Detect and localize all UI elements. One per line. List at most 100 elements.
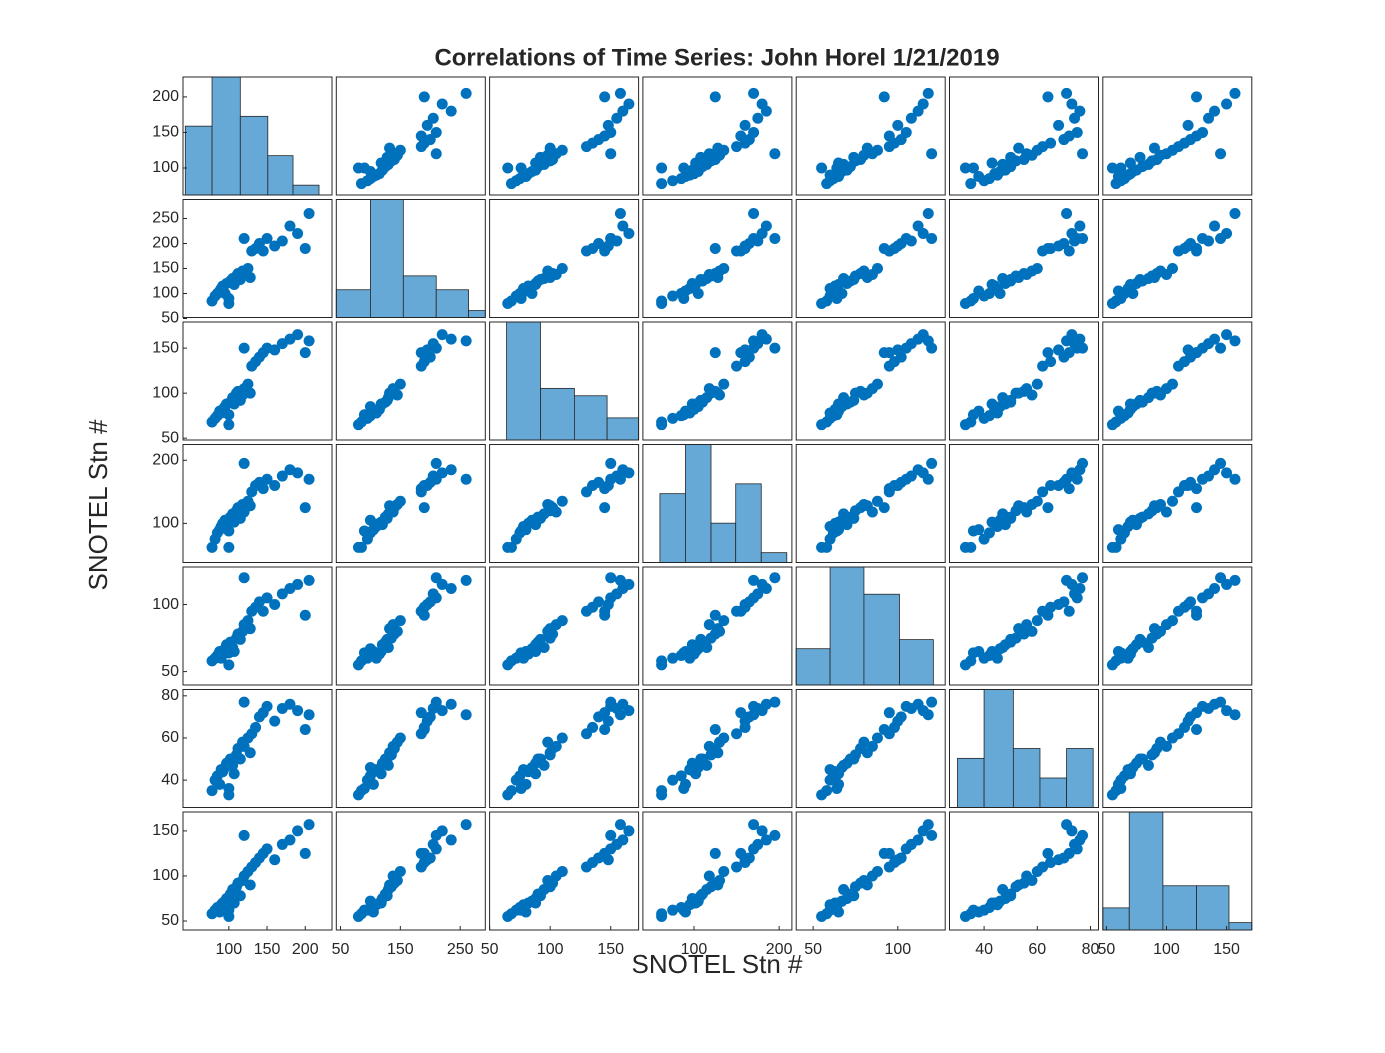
scatter-point	[502, 789, 514, 801]
scatter-point	[861, 500, 873, 512]
scatter-point	[299, 347, 311, 359]
scatter-point	[1160, 506, 1172, 518]
scatter-point	[1013, 623, 1025, 635]
scatter-point	[1061, 87, 1073, 99]
scatter-point	[223, 409, 235, 421]
scatter-point	[284, 834, 296, 846]
scatter-point	[299, 847, 311, 859]
panel-frame	[949, 321, 1099, 441]
x-tick-label: 100	[884, 941, 911, 958]
scatter-point	[718, 732, 730, 744]
scatter-point	[502, 910, 514, 922]
scatter-point	[752, 112, 764, 124]
scatter-point	[1221, 329, 1233, 341]
scatter-point	[1115, 293, 1127, 304]
scatter-point	[430, 829, 442, 841]
scatter-point	[712, 747, 724, 759]
scatter-point	[986, 279, 998, 290]
scatter-point	[1115, 647, 1127, 659]
scatter-point	[515, 162, 527, 174]
scatter-point	[1134, 512, 1146, 524]
scatter-point	[257, 605, 269, 617]
scatter-point	[1061, 574, 1073, 586]
scatter-point	[922, 87, 934, 99]
panel-frame	[489, 566, 640, 686]
scatter-point	[748, 335, 760, 347]
scatter-point	[460, 473, 472, 485]
histogram-bar	[402, 275, 437, 318]
scatter-point	[1229, 335, 1241, 347]
scatter-point	[430, 457, 442, 469]
y-tick-label: 200	[152, 88, 179, 105]
x-tick-label: 40	[975, 941, 993, 958]
scatter-point	[381, 890, 393, 902]
scatter-point	[515, 525, 527, 537]
scatter-point	[695, 151, 707, 163]
scatter-point	[1215, 696, 1227, 708]
scatter-point	[234, 753, 246, 765]
scatter-point	[276, 588, 288, 600]
scatter-point	[276, 470, 288, 482]
scatter-point	[1209, 105, 1221, 117]
scatter-point	[394, 495, 406, 507]
scatter-point	[1005, 890, 1017, 902]
scatter-point	[739, 344, 751, 356]
scatter-point	[292, 705, 304, 717]
scatter-point	[1074, 220, 1086, 232]
scatter-point	[1148, 142, 1160, 154]
scatter-point	[436, 98, 448, 110]
scatter-point	[967, 904, 979, 916]
scatter-point	[769, 233, 781, 244]
scatter-point	[1124, 768, 1136, 780]
scatter-point	[599, 502, 611, 514]
scatter-point	[352, 910, 364, 922]
scatter-point	[556, 495, 568, 507]
scatter-point	[748, 87, 760, 99]
scatter-point	[1021, 148, 1033, 160]
x-tick-label: 150	[387, 941, 414, 958]
histogram-bar	[760, 552, 788, 563]
scatter-point	[739, 599, 751, 611]
scatter-point	[735, 707, 747, 719]
scatter-point	[364, 401, 376, 413]
scatter-point	[926, 233, 938, 244]
histogram-bar	[468, 310, 486, 318]
scatter-point	[739, 854, 751, 866]
x-tick-label: 50	[481, 941, 499, 958]
panel-frame	[182, 444, 333, 563]
y-tick-label: 150	[152, 339, 179, 356]
y-tick-label: 100	[152, 867, 179, 884]
scatter-point	[858, 736, 870, 748]
scatter-point	[1221, 467, 1233, 479]
scatter-point	[922, 208, 934, 219]
scatter-point	[261, 843, 273, 855]
panel-frame	[182, 76, 333, 196]
scatter-point	[1203, 235, 1215, 247]
scatter-point	[1191, 91, 1203, 103]
scatter-point	[838, 883, 850, 895]
scatter-point	[534, 633, 546, 645]
scatter-point	[1061, 473, 1073, 485]
scatter-point	[709, 724, 721, 736]
scatter-point	[769, 829, 781, 841]
scatter-point	[367, 778, 379, 790]
histogram-bar	[211, 76, 241, 196]
scatter-point	[1021, 383, 1033, 395]
scatter-point	[292, 825, 304, 837]
scatter-point	[394, 615, 406, 627]
scatter-point	[871, 378, 883, 390]
scatter-point	[228, 645, 240, 657]
scatter-point	[556, 263, 568, 274]
scatter-point	[292, 578, 304, 590]
scatter-point	[667, 652, 679, 664]
scatter-point	[530, 768, 542, 780]
scatter-point	[748, 574, 760, 586]
panel-frame	[335, 321, 486, 441]
scatter-point	[752, 588, 764, 600]
scatter-point	[244, 879, 256, 891]
scatter-point	[593, 596, 605, 608]
scatter-point	[1209, 220, 1221, 232]
scatter-point	[556, 144, 568, 156]
scatter-point	[997, 883, 1009, 895]
scatter-point	[848, 753, 860, 765]
